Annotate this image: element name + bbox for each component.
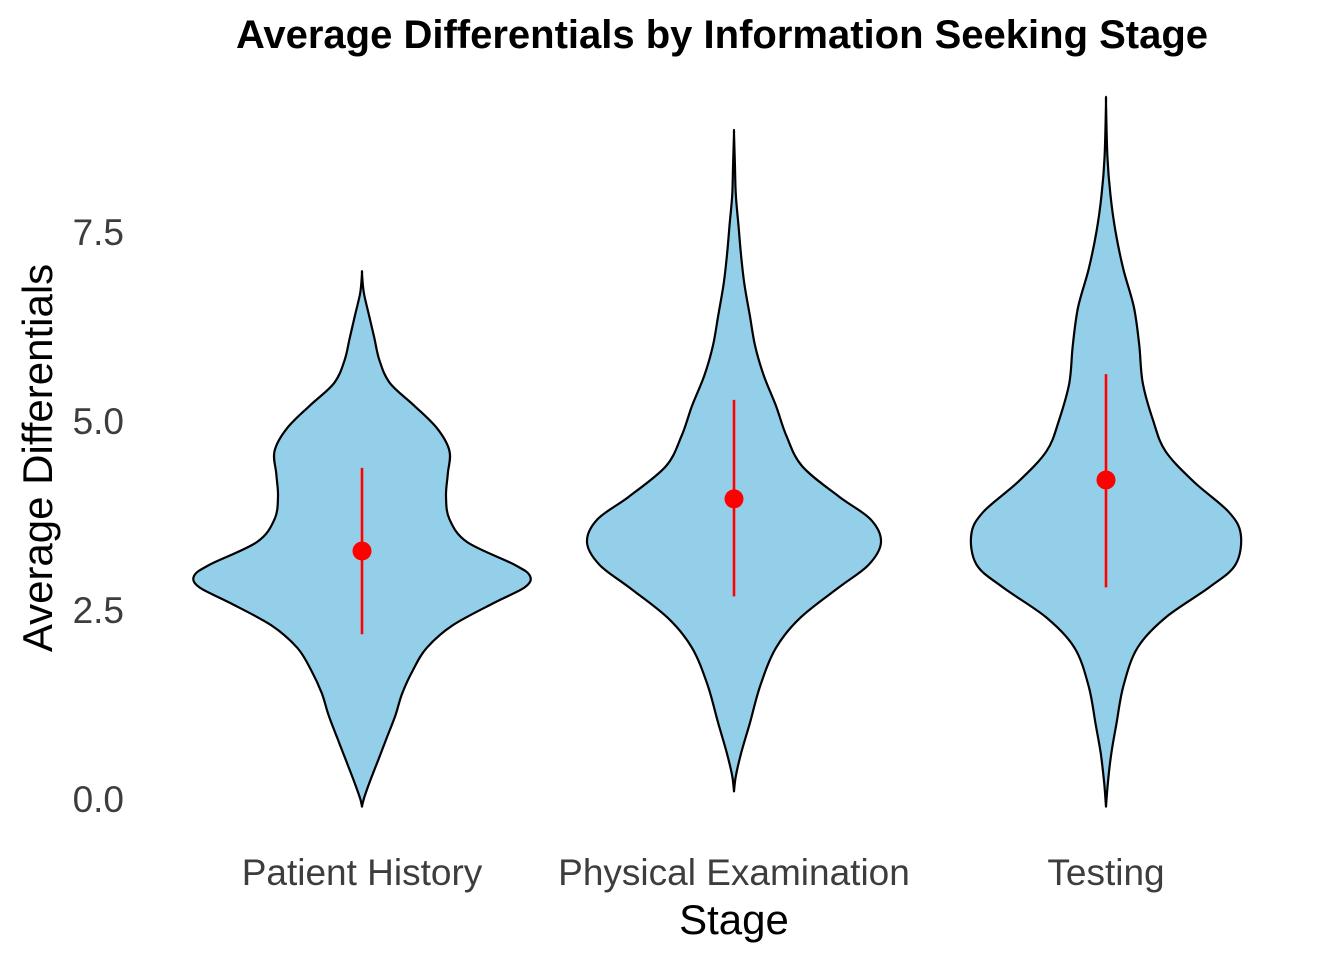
y-axis: 0.0 2.5 5.0 7.5: [73, 212, 124, 820]
x-tick-label: Patient History: [242, 852, 483, 893]
mean-point: [724, 489, 744, 509]
violin-group: [585, 128, 883, 793]
y-axis-title: Average Differentials: [14, 264, 61, 652]
mean-point: [1096, 470, 1116, 490]
y-tick-label: 5.0: [73, 401, 124, 442]
y-tick-label: 0.0: [73, 779, 124, 820]
x-tick-label: Physical Examination: [558, 852, 910, 893]
x-axis: Patient History Physical Examination Testi…: [242, 852, 1165, 893]
violin-group: [969, 95, 1243, 808]
y-tick-label: 2.5: [73, 590, 124, 631]
chart-title: Average Differentials by Information See…: [236, 13, 1208, 57]
x-tick-label: Testing: [1047, 852, 1164, 893]
violin-group: [192, 270, 532, 808]
mean-point: [352, 541, 372, 561]
y-tick-label: 7.5: [73, 212, 124, 253]
x-axis-title: Stage: [679, 896, 789, 943]
plot-area: [192, 95, 1243, 808]
